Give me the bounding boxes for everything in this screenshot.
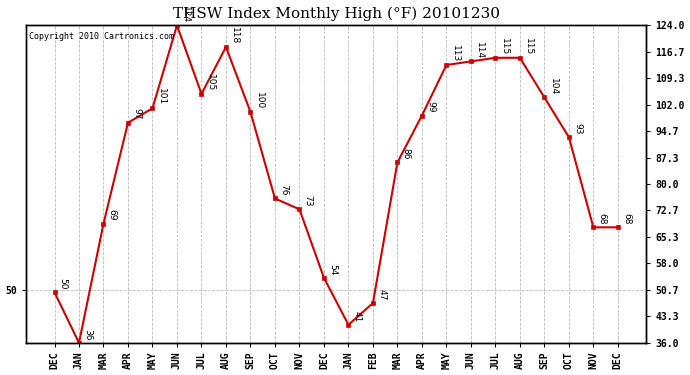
- Text: 101: 101: [157, 88, 166, 105]
- Text: 115: 115: [500, 38, 509, 55]
- Text: 100: 100: [255, 92, 264, 109]
- Text: 124: 124: [181, 6, 190, 22]
- Text: 68: 68: [598, 213, 607, 225]
- Text: 93: 93: [573, 123, 582, 134]
- Text: 99: 99: [426, 101, 435, 113]
- Text: 105: 105: [206, 74, 215, 91]
- Text: 118: 118: [230, 27, 239, 44]
- Text: Copyright 2010 Cartronics.com: Copyright 2010 Cartronics.com: [30, 32, 175, 40]
- Text: 69: 69: [108, 210, 117, 221]
- Text: 36: 36: [83, 328, 92, 340]
- Text: 104: 104: [549, 78, 558, 95]
- Text: 86: 86: [402, 148, 411, 160]
- Text: 54: 54: [328, 264, 337, 275]
- Text: 115: 115: [524, 38, 533, 55]
- Text: 97: 97: [132, 108, 141, 120]
- Text: 47: 47: [377, 289, 386, 300]
- Title: THSW Index Monthly High (°F) 20101230: THSW Index Monthly High (°F) 20101230: [172, 7, 500, 21]
- Text: 41: 41: [353, 310, 362, 322]
- Text: 114: 114: [475, 42, 484, 58]
- Text: 76: 76: [279, 184, 288, 196]
- Text: 68: 68: [622, 213, 631, 225]
- Text: 113: 113: [451, 45, 460, 62]
- Text: 50: 50: [59, 278, 68, 290]
- Text: 73: 73: [304, 195, 313, 207]
